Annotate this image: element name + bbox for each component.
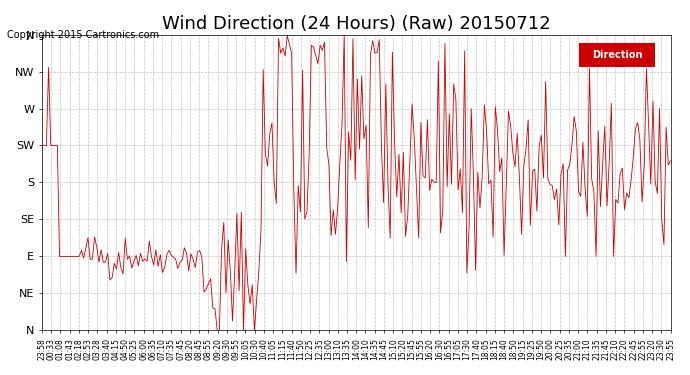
Direction (581, 186, 589, 191)
Direction (667, 159, 675, 163)
Direction (213, 328, 221, 333)
Direction (596, 204, 604, 209)
Direction (340, 32, 348, 37)
Title: Wind Direction (24 Hours) (Raw) 20150712: Wind Direction (24 Hours) (Raw) 20150712 (162, 15, 551, 33)
Text: Copyright 2015 Cartronics.com: Copyright 2015 Cartronics.com (7, 30, 159, 40)
Direction (570, 114, 578, 119)
Direction (92, 245, 101, 249)
Direction (359, 137, 368, 141)
Direction (616, 171, 624, 176)
Direction (38, 143, 46, 148)
Line: Direction: Direction (42, 34, 671, 330)
